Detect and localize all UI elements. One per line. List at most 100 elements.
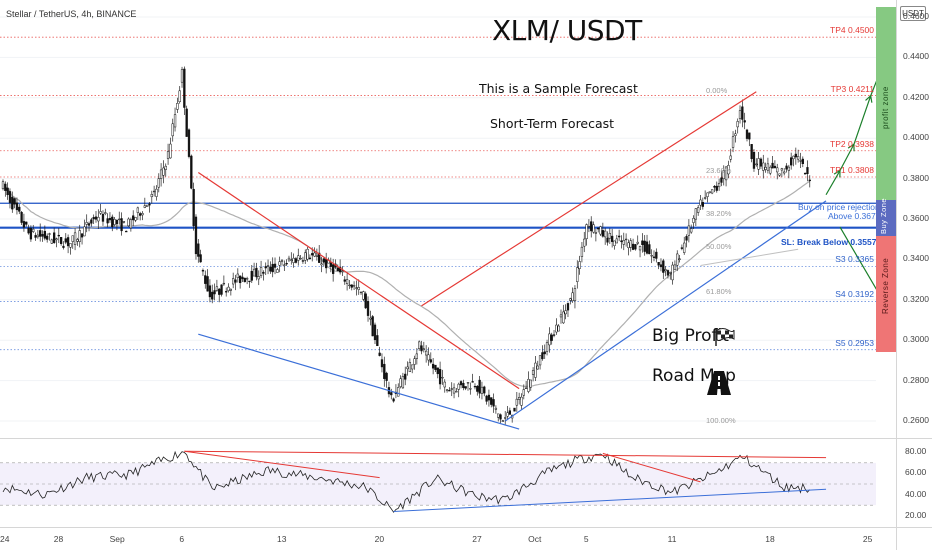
candle-body	[273, 263, 277, 268]
candle-body	[243, 277, 246, 283]
price-candle	[741, 99, 744, 128]
reverse-zone-label: Reverse Zone	[881, 257, 890, 314]
currency-badge[interactable]: USDT	[900, 6, 926, 21]
candle-body	[459, 381, 463, 386]
candle-body	[685, 236, 688, 241]
price-candle	[345, 273, 349, 291]
profit-zone-label: profit zone	[881, 86, 890, 129]
rsi-tick-label: 20.00	[905, 509, 927, 520]
candle-body	[448, 390, 451, 392]
fib-label: 50.00%	[706, 241, 732, 251]
price-candle	[771, 156, 774, 169]
candle-body	[187, 129, 191, 157]
price-candle	[362, 290, 365, 302]
price-candle	[764, 162, 767, 173]
candle-body	[803, 172, 807, 175]
price-candle	[411, 364, 414, 374]
price-candle	[552, 329, 556, 338]
candle-body	[392, 398, 395, 402]
price-candle	[343, 276, 346, 285]
price-candle	[611, 228, 614, 248]
price-candle	[227, 283, 230, 293]
candle-body	[220, 284, 223, 295]
price-candle	[166, 143, 170, 165]
candle-body	[266, 265, 270, 267]
candle-body	[592, 224, 595, 233]
price-candle	[371, 315, 374, 337]
price-candle	[301, 256, 305, 264]
price-candle	[220, 284, 223, 297]
price-candle	[208, 279, 212, 303]
rsi-tick-label: 60.00	[905, 467, 927, 478]
candle-body	[690, 228, 693, 233]
time-tick-label: 27	[472, 534, 482, 544]
candle-body	[234, 279, 237, 283]
price-candle	[506, 405, 509, 420]
candle-body	[104, 212, 107, 214]
candle-body	[538, 355, 542, 366]
price-tick-label: 0.4200	[903, 91, 929, 102]
price-candle	[713, 184, 716, 193]
road-icon	[707, 371, 731, 395]
price-candle	[373, 322, 377, 345]
price-candle	[717, 178, 721, 191]
price-candle	[325, 252, 328, 274]
price-candle	[234, 274, 237, 291]
lower-trend-line-blue	[198, 333, 520, 430]
price-candle	[320, 256, 323, 273]
price-candle	[445, 389, 449, 393]
candle-body	[15, 202, 19, 211]
price-candle	[280, 258, 284, 266]
price-candle	[559, 309, 563, 324]
price-candle	[471, 373, 474, 383]
candle-body	[80, 233, 84, 238]
rsi-pane[interactable]	[0, 441, 876, 527]
candle-body	[797, 156, 800, 160]
price-candle	[434, 364, 437, 373]
price-candle	[192, 182, 195, 231]
price-candle	[504, 411, 507, 425]
candle-body	[576, 267, 579, 282]
candle-body	[25, 221, 28, 225]
candle-body	[664, 269, 667, 272]
price-candle	[429, 352, 432, 364]
candle-body	[390, 392, 393, 396]
price-candle	[748, 132, 751, 147]
candle-body	[371, 316, 374, 337]
candle-body	[455, 391, 458, 393]
candle-body	[692, 218, 695, 223]
price-candle	[187, 128, 191, 159]
candle-body	[731, 136, 735, 148]
candle-body	[197, 243, 200, 257]
price-pane[interactable]	[0, 0, 911, 437]
candle-body	[701, 202, 704, 207]
price-candle	[294, 256, 298, 264]
price-candle	[543, 344, 546, 359]
price-candle	[252, 262, 256, 277]
price-candle	[106, 213, 109, 228]
price-candle	[569, 297, 572, 305]
candle-body	[445, 389, 449, 391]
price-candle	[669, 271, 672, 280]
price-candle	[48, 232, 51, 241]
price-candle	[548, 327, 551, 353]
level-label: TP4 0.4500	[830, 25, 874, 36]
candle-body	[527, 378, 530, 392]
price-candle	[397, 383, 400, 397]
price-candle	[673, 260, 677, 270]
candle-body	[497, 413, 500, 418]
candle-body	[443, 381, 446, 388]
price-candle	[357, 279, 360, 295]
price-candle	[273, 257, 277, 275]
price-candle	[459, 380, 463, 389]
level-label: S3 0.3365	[835, 254, 874, 265]
price-candle	[780, 167, 784, 178]
candle-body	[113, 219, 116, 225]
price-candle	[757, 152, 760, 175]
price-candle	[85, 214, 88, 233]
candle-body	[132, 215, 135, 221]
candle-body	[427, 354, 430, 361]
candle-body	[466, 382, 470, 384]
candle-body	[471, 381, 474, 383]
candle-body	[694, 208, 698, 220]
